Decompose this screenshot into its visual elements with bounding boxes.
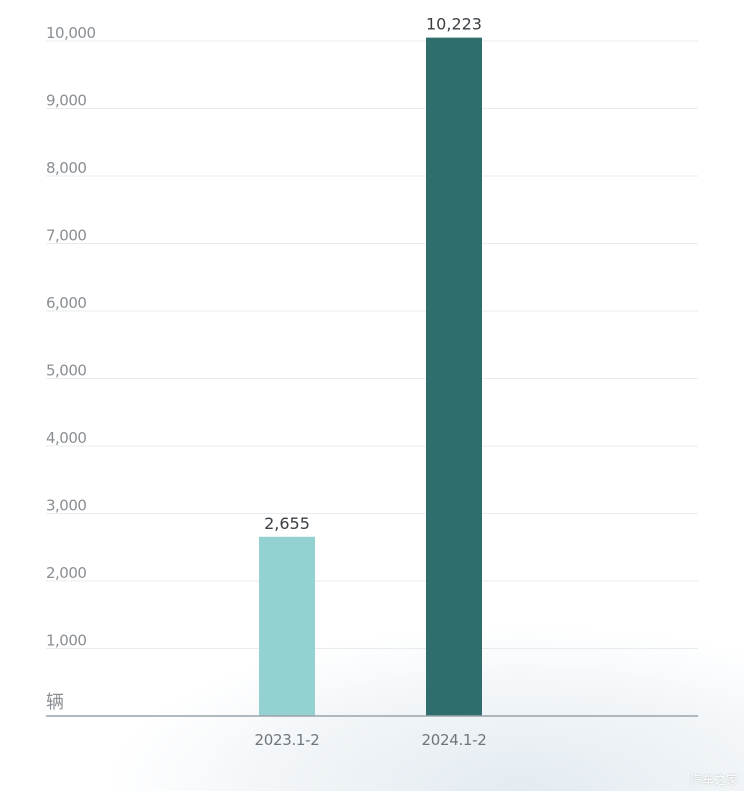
y-tick-label: 3,000 (46, 497, 86, 515)
bar-2024.1-2 (426, 37, 482, 716)
data-label: 2,655 (264, 514, 310, 533)
x-axis-categories: 2023.1-2 2024.1-2 (254, 731, 486, 749)
y-tick-label: 5,000 (46, 362, 86, 380)
unit-label: 辆 (46, 692, 64, 713)
gridlines (46, 40, 698, 649)
y-tick-label: 9,000 (46, 92, 86, 110)
watermark-text: 汽车之家 (689, 773, 738, 787)
y-tick-label: 8,000 (46, 159, 86, 177)
data-label: 10,223 (426, 15, 482, 34)
bars (259, 37, 482, 716)
category-label: 2023.1-2 (254, 731, 319, 749)
y-tick-label: 2,000 (46, 564, 86, 582)
y-tick-label: 4,000 (46, 429, 86, 447)
y-tick-label: 1,000 (46, 632, 86, 650)
y-axis-ticks: 1,000 2,000 3,000 4,000 5,000 6,000 7,000 8,000… (46, 24, 96, 650)
data-labels: 2,655 10,223 (264, 15, 482, 533)
bar-2023.1-2 (259, 536, 315, 716)
y-tick-label: 10,000 (46, 24, 96, 42)
category-label: 2024.1-2 (421, 731, 486, 749)
y-tick-label: 6,000 (46, 294, 86, 312)
background-glow (0, 560, 744, 791)
y-tick-label: 7,000 (46, 227, 86, 245)
